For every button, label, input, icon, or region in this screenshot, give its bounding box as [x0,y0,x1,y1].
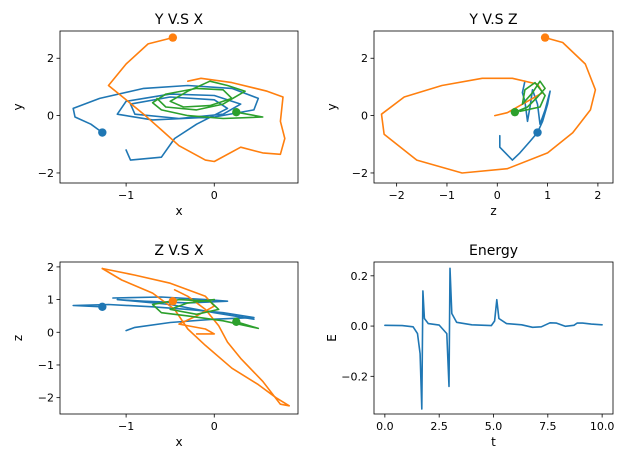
start-marker-blue [533,128,542,137]
x-tick-label: 5.0 [485,420,503,433]
y-tick-label: −0.2 [341,370,368,383]
plot-area [72,267,290,407]
x-tick-label: 0.0 [376,420,394,433]
start-marker-orange [168,297,178,306]
axes-frame [59,261,299,415]
y-tick-label: −2 [38,167,54,180]
x-tick-label: −1 [118,189,134,202]
subplot-yx: −1 0 −2 0 2 Y V.S X x y [11,12,299,218]
x-tick-label: 2 [594,189,601,202]
x-tick-label: 0 [494,189,501,202]
y-tick-label: 2 [361,52,368,65]
x-tick-label: −2 [389,189,405,202]
y-tick-label: 2 [47,261,54,274]
y-tick-label: 0.2 [351,270,369,283]
x-tick-label: −1 [439,189,455,202]
plot-area [72,33,286,163]
x-tick-label: −1 [118,420,134,433]
plot-area [380,33,597,174]
series-line-orange [101,267,290,407]
y-tick-label: 1 [47,294,54,307]
y-axis-label: y [11,103,25,110]
y-tick-label: 0.0 [351,320,369,333]
axes-frame [373,261,614,415]
y-tick-label: −2 [352,167,368,180]
x-tick-label: 10.0 [590,420,615,433]
x-tick-label: 7.5 [539,420,557,433]
series-line-green [514,80,546,113]
x-tick-label: 0 [211,420,218,433]
y-tick-label: 0 [47,326,54,339]
series-line-green [151,80,264,120]
series-line-orange [107,36,286,163]
start-marker-green [232,107,241,117]
x-tick-label: 2.5 [430,420,448,433]
x-tick-label: 1 [544,189,551,202]
x-axis-label: x [175,435,182,449]
y-tick-label: 0 [361,110,368,123]
axes-frame [373,30,614,184]
x-axis-label: x [175,204,182,218]
chart-title: Y V.S Z [468,12,517,28]
y-tick-label: 0 [47,110,54,123]
x-tick-label: 0 [211,189,218,202]
x-axis-label: t [491,435,496,449]
start-marker-orange [540,33,550,42]
start-marker-green [510,107,520,117]
chart-title: Energy [469,243,518,259]
subplot-energy: 0.0 2.5 5.0 7.5 10.0 −0.2 0.0 0.2 Energy t E [325,243,614,449]
series-line-blue [72,303,255,332]
y-axis-label: E [325,334,339,342]
plot-area [384,267,603,410]
subplot-zx: −1 0 −2 −1 0 1 2 Z V.S X x z [11,243,299,449]
subplot-yz: −2 −1 0 1 2 −2 0 2 Y V.S Z z y [325,12,614,218]
y-tick-label: −2 [38,392,54,405]
start-marker-green [232,317,241,327]
start-marker-blue [98,302,107,311]
start-marker-blue [98,128,107,137]
series-line-orange [101,267,216,335]
y-tick-label: 2 [47,52,54,65]
axes-frame [59,30,299,184]
y-tick-label: −1 [38,359,54,372]
chart-title: Z V.S X [154,243,204,259]
series-line-blue [72,84,260,161]
y-axis-label: y [325,103,339,110]
series-line-blue [384,267,603,410]
x-axis-label: z [490,204,496,218]
start-marker-orange [168,33,178,42]
series-line-blue [499,131,539,161]
chart-title: Y V.S X [154,12,204,28]
series-line-green [151,298,260,330]
y-axis-label: z [11,335,25,341]
series-line-orange [380,36,597,174]
